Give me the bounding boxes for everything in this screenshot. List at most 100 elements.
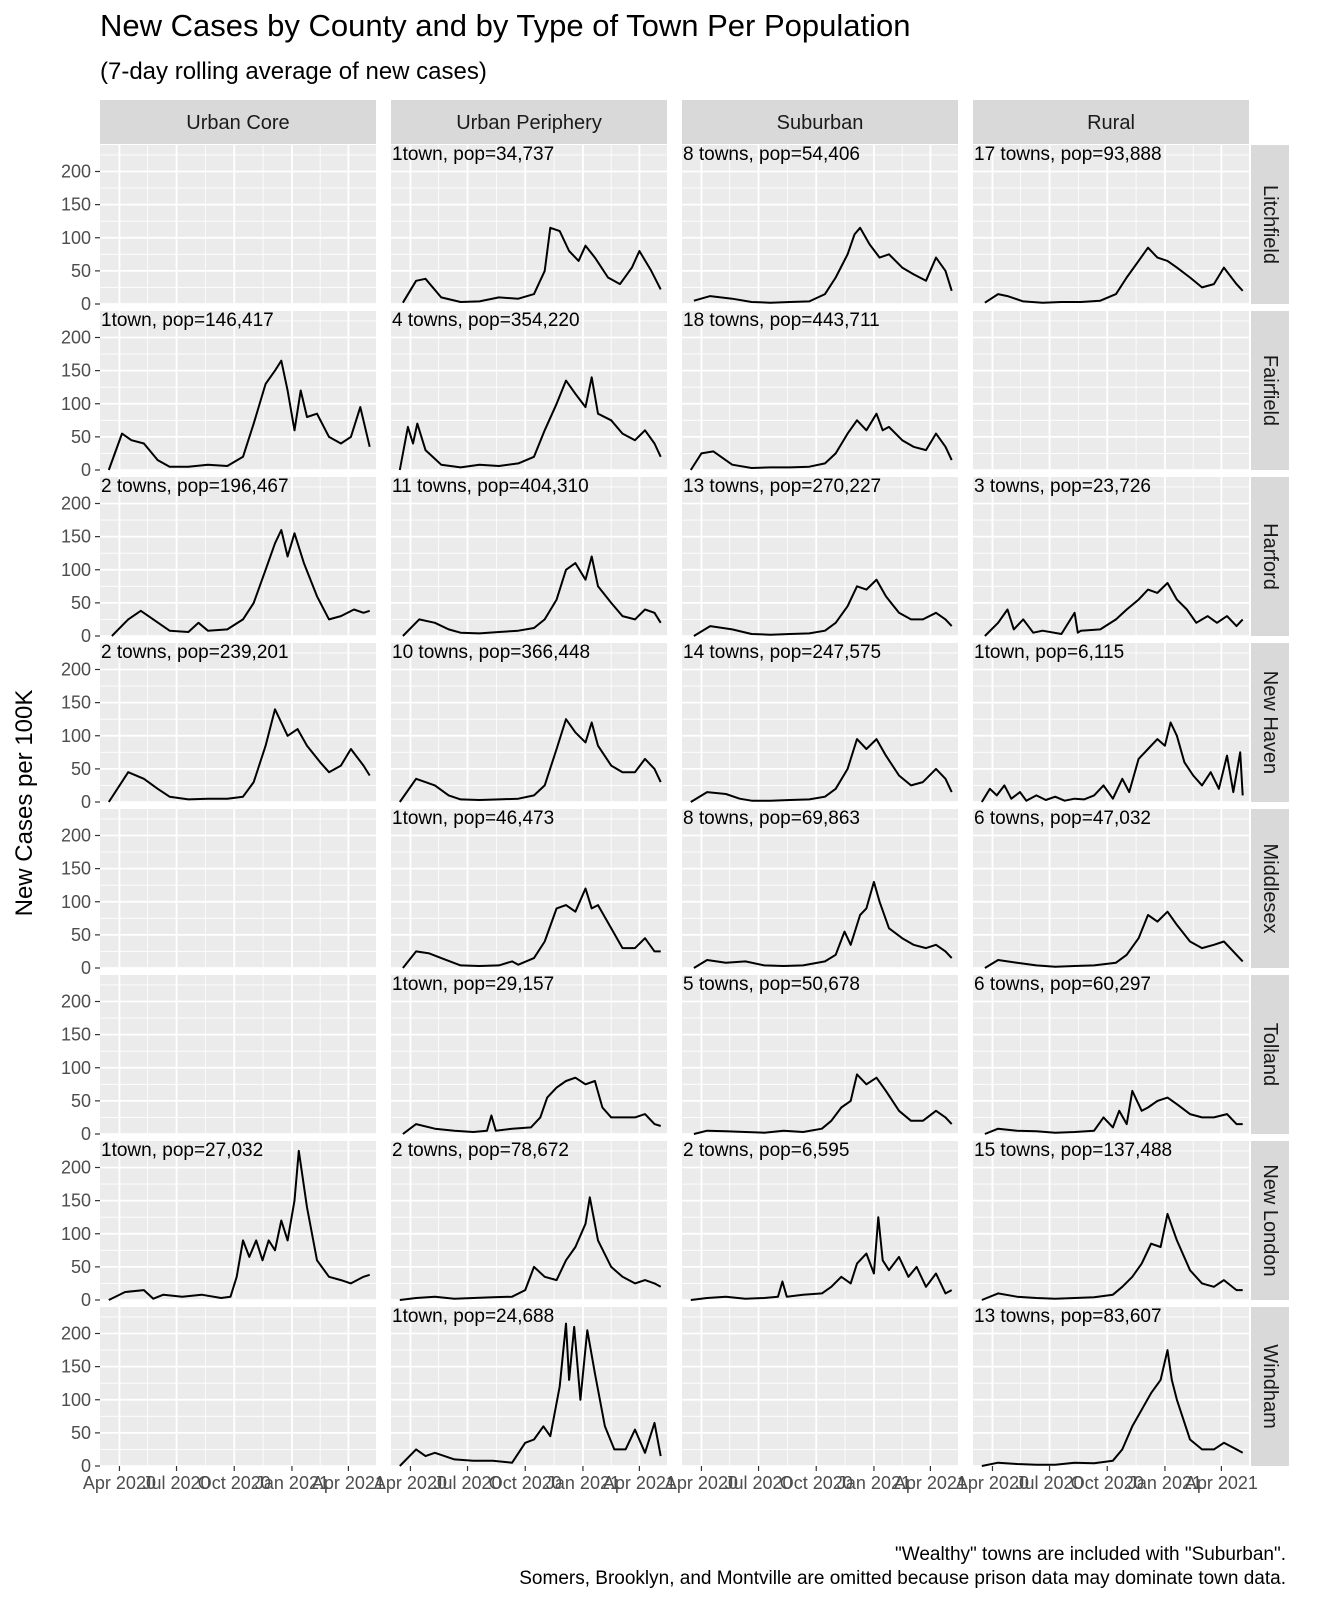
series-line (981, 1212, 1243, 1301)
panel-litchfield-rural: 17 towns, pop=93,888 (973, 144, 1249, 305)
panel-label: 8 towns, pop=69,863 (683, 808, 860, 829)
panel-label: 13 towns, pop=270,227 (683, 476, 881, 497)
panel-background (682, 1141, 958, 1300)
y-axis-title: New Cases per 100K (11, 690, 38, 917)
x-tick-label: Apr 2021 (603, 1473, 676, 1493)
series-line (984, 246, 1244, 304)
panel-label: 10 towns, pop=366,448 (392, 642, 590, 663)
y-tick-label: 200 (61, 826, 91, 846)
y-tick-label: 50 (71, 925, 91, 945)
y-tick-label: 50 (71, 427, 91, 447)
y-tick-label: 0 (81, 1124, 91, 1144)
panel-label: 1town, pop=146,417 (101, 310, 274, 331)
strip-label-urban-core: Urban Core (186, 112, 289, 134)
panel-harford-urban-periphery: 11 towns, pop=404,310 (391, 476, 667, 637)
panel-windham-suburban (682, 1307, 958, 1467)
panel-windham-urban-core (100, 1307, 376, 1467)
x-tick-label: Jan 2021 (1128, 1473, 1202, 1493)
caption-line-1: "Wealthy" towns are included with "Subur… (894, 1544, 1286, 1565)
strip-new-haven (1251, 643, 1289, 802)
y-tick-label: 200 (61, 328, 91, 348)
panel-label: 6 towns, pop=60,297 (974, 974, 1151, 995)
panel-background (973, 809, 1249, 968)
panel-new-haven-suburban: 14 towns, pop=247,575 (682, 642, 958, 803)
series-line (693, 226, 953, 304)
x-tick-label: Jan 2021 (546, 1473, 620, 1493)
panel-label: 3 towns, pop=23,726 (974, 476, 1151, 497)
strip-label-windham: Windham (1259, 1344, 1281, 1428)
y-tick-label: 100 (61, 1058, 91, 1078)
panel-label: 11 towns, pop=404,310 (392, 476, 589, 497)
strip-label-suburban: Suburban (777, 112, 864, 134)
y-tick-label: 0 (81, 294, 91, 314)
y-tick-label: 200 (61, 1324, 91, 1344)
y-tick-label: 50 (71, 261, 91, 281)
y-tick-label: 0 (81, 1290, 91, 1310)
chart-subtitle: (7-day rolling average of new cases) (100, 58, 487, 85)
panel-new-london-urban-periphery: 2 towns, pop=78,672 (391, 1140, 667, 1301)
panel-middlesex-urban-periphery: 1town, pop=46,473 (391, 808, 667, 969)
strip-label-new-haven: New Haven (1259, 671, 1281, 774)
panel-label: 1town, pop=24,688 (392, 1306, 554, 1327)
panel-fairfield-rural (973, 311, 1249, 471)
series-line (398, 718, 662, 803)
y-tick-label: 100 (61, 892, 91, 912)
panel-background (100, 145, 376, 304)
panel-background (973, 311, 1249, 470)
panel-background (682, 975, 958, 1134)
panel-background (973, 477, 1249, 636)
panel-label: 14 towns, pop=247,575 (683, 642, 881, 663)
panel-background (391, 145, 667, 304)
x-tick-label: Jan 2021 (837, 1473, 911, 1493)
y-tick-label: 0 (81, 626, 91, 646)
panel-harford-urban-core: 2 towns, pop=196,467 (100, 476, 376, 637)
panel-background (973, 1141, 1249, 1300)
y-tick-label: 150 (61, 859, 91, 879)
panel-fairfield-suburban: 18 towns, pop=443,711 (682, 310, 958, 471)
series-line (398, 376, 662, 471)
x-tick-label: Apr 2020 (665, 1473, 738, 1493)
y-tick-label: 200 (61, 660, 91, 680)
x-tick-label: Jul 2020 (433, 1473, 501, 1493)
strip-urban-core (100, 100, 376, 144)
panel-fairfield-urban-core: 1town, pop=146,417 (100, 310, 376, 471)
strip-windham (1251, 1307, 1289, 1466)
y-tick-label: 50 (71, 1257, 91, 1277)
panel-label: 1town, pop=29,157 (392, 974, 554, 995)
y-tick-label: 100 (61, 1390, 91, 1410)
panel-new-haven-urban-periphery: 10 towns, pop=366,448 (391, 642, 667, 803)
x-tick-label: Apr 2020 (374, 1473, 447, 1493)
series-line (981, 1349, 1244, 1467)
panel-background (391, 1141, 667, 1300)
panel-background (391, 975, 667, 1134)
chart-title: New Cases by County and by Type of Town … (100, 8, 911, 43)
panel-label: 1town, pop=34,737 (392, 144, 554, 165)
series-line (402, 555, 662, 637)
panel-tolland-urban-core (100, 975, 376, 1135)
series-line (984, 582, 1244, 637)
y-tick-label: 0 (81, 460, 91, 480)
strip-label-rural: Rural (1087, 112, 1135, 134)
panel-harford-suburban: 13 towns, pop=270,227 (682, 476, 958, 637)
panel-new-haven-urban-core: 2 towns, pop=239,201 (100, 642, 376, 803)
panel-label: 2 towns, pop=6,595 (683, 1140, 849, 1161)
series-line (984, 1089, 1243, 1135)
panel-label: 17 towns, pop=93,888 (974, 144, 1162, 165)
y-tick-label: 150 (61, 1357, 91, 1377)
y-tick-label: 200 (61, 1158, 91, 1178)
strip-litchfield (1251, 145, 1289, 304)
strip-rural (973, 100, 1249, 144)
x-tick-label: Oct 2020 (489, 1473, 562, 1493)
panel-litchfield-urban-periphery: 1town, pop=34,737 (391, 144, 667, 305)
panel-label: 1town, pop=6,115 (974, 642, 1124, 663)
series-line (399, 1196, 662, 1301)
panel-background (973, 975, 1249, 1134)
series-line (111, 529, 371, 637)
series-line (690, 738, 953, 803)
panel-background (682, 311, 958, 470)
strip-label-litchfield: Litchfield (1259, 185, 1281, 264)
panel-tolland-rural: 6 towns, pop=60,297 (973, 974, 1249, 1135)
strip-middlesex (1251, 809, 1289, 968)
series-line (108, 1149, 371, 1301)
panel-background (682, 809, 958, 968)
